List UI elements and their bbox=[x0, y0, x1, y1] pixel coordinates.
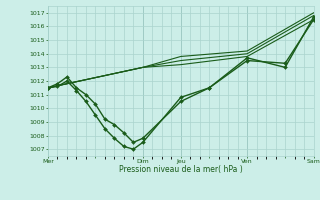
X-axis label: Pression niveau de la mer( hPa ): Pression niveau de la mer( hPa ) bbox=[119, 165, 243, 174]
